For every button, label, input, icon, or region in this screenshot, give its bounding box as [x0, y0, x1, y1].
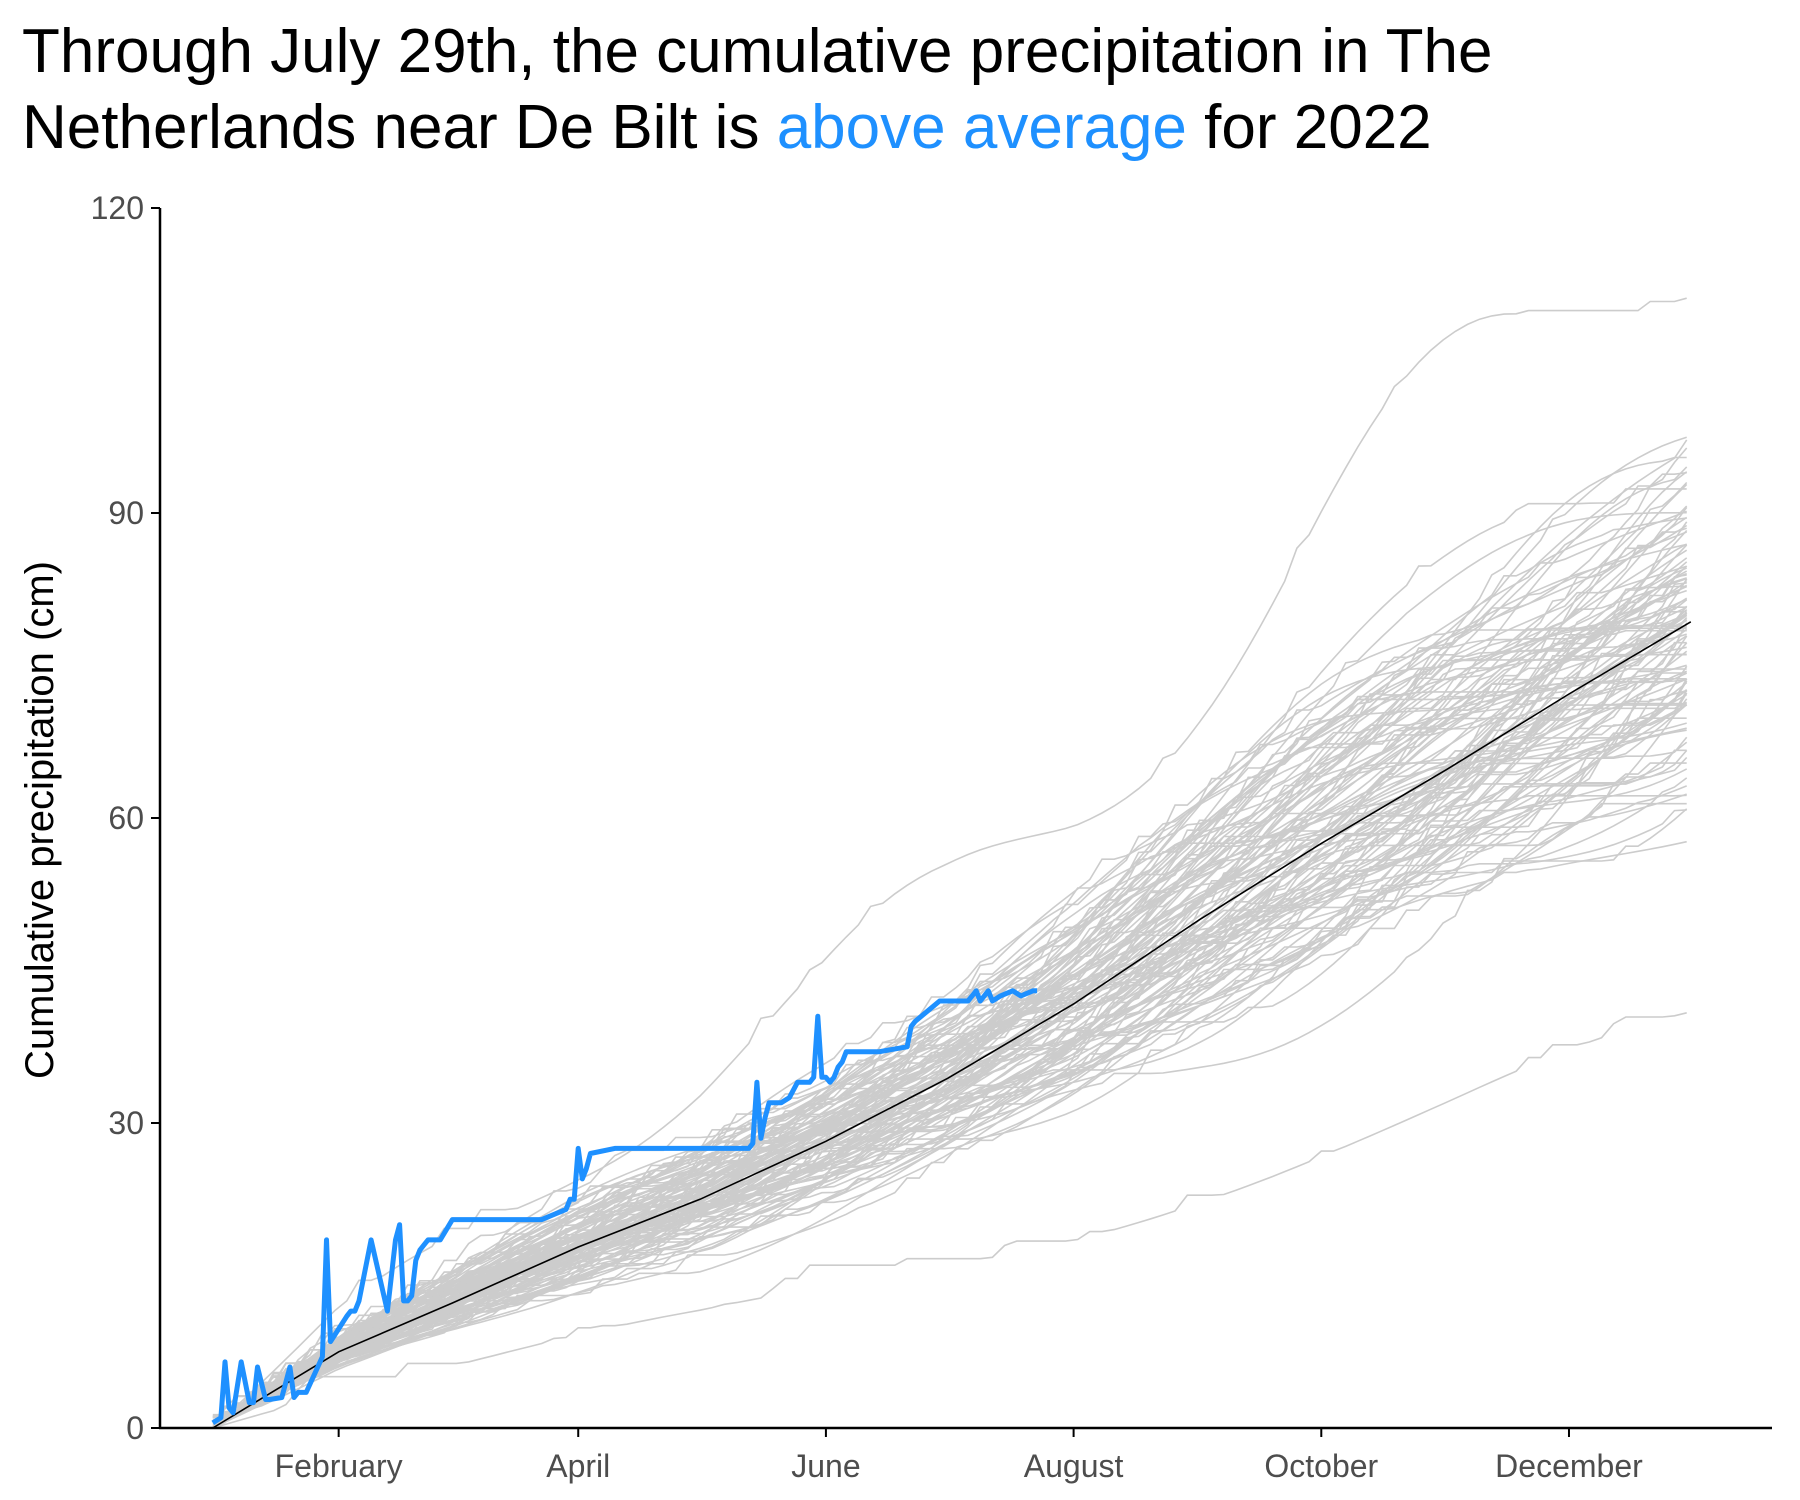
historical-year-line	[212, 439, 1688, 1429]
x-tick-label: August	[1024, 1448, 1124, 1484]
historical-year-line	[212, 704, 1687, 1429]
historical-year-line	[212, 840, 1687, 1429]
title-highlight: above average	[776, 93, 1187, 162]
y-tick-label: 120	[91, 190, 144, 226]
title-text-end: for 2022	[1204, 93, 1432, 162]
historical-year-line	[212, 664, 1687, 1429]
historical-year-line	[212, 456, 1687, 1429]
axis-labels: 0 30 60 90 120 February April June August October…	[91, 190, 1644, 1484]
historical-year-line	[212, 297, 1687, 1429]
x-tick-label: October	[1264, 1448, 1378, 1484]
historical-year-line	[212, 565, 1687, 1429]
historical-lines	[212, 297, 1688, 1429]
historical-year-line	[212, 1012, 1687, 1429]
historical-year-line	[212, 613, 1688, 1429]
title-text: Through July 29th, the cumulative precip…	[22, 17, 1493, 162]
historical-year-line	[212, 756, 1688, 1429]
series-lines	[211, 621, 1692, 1429]
historical-year-line	[212, 544, 1688, 1429]
chart-title: Through July 29th, the cumulative precip…	[22, 14, 1762, 166]
y-axis-title: Cumulative precipitation (cm)	[18, 561, 62, 1079]
y-tick-label: 0	[126, 1410, 144, 1446]
historical-year-line	[212, 692, 1688, 1429]
historical-year-line	[212, 689, 1687, 1429]
y-tick-label: 60	[108, 800, 144, 836]
historical-year-line	[212, 749, 1688, 1429]
axes	[151, 207, 1772, 1437]
x-tick-label: June	[791, 1448, 860, 1484]
historical-year-line	[212, 447, 1688, 1429]
y-tick-label: 90	[108, 495, 144, 531]
historical-year-line	[212, 611, 1688, 1429]
historical-year-line	[212, 521, 1688, 1429]
historical-year-line	[212, 436, 1687, 1429]
x-tick-label: December	[1495, 1448, 1643, 1484]
average-line	[212, 621, 1692, 1429]
x-tick-label: April	[546, 1448, 610, 1484]
historical-year-line	[212, 611, 1688, 1429]
line-2022	[211, 988, 1038, 1426]
historical-year-line	[212, 704, 1688, 1429]
historical-year-line	[212, 808, 1688, 1429]
y-tick-label: 30	[108, 1105, 144, 1141]
historical-year-line	[212, 543, 1687, 1429]
x-tick-label: February	[275, 1448, 403, 1484]
